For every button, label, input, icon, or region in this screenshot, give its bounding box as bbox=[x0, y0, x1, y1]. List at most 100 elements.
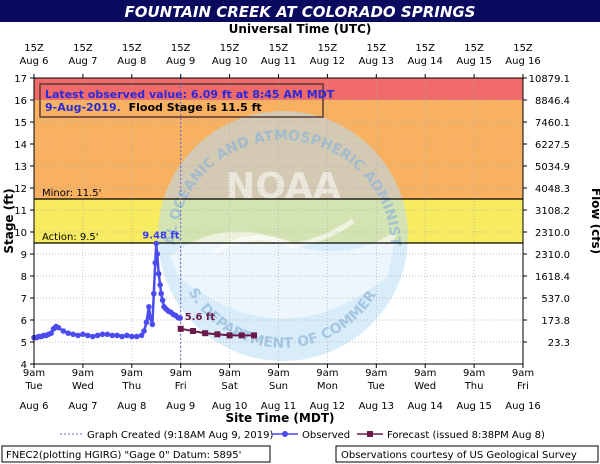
observed-point bbox=[60, 328, 67, 334]
top-tick-date: Aug 8 bbox=[117, 56, 146, 67]
bottom-tick-weekday: Tue bbox=[24, 381, 42, 392]
top-tick-date: Aug 11 bbox=[261, 56, 296, 67]
observed-point bbox=[109, 332, 116, 339]
top-tick-label: 15Z bbox=[318, 43, 338, 54]
y-tick-label-right: 10879.1 bbox=[529, 74, 570, 85]
bottom-tick-date: Aug 14 bbox=[407, 401, 442, 412]
top-tick-label: 15Z bbox=[171, 43, 191, 54]
y-tick-label-right: 2310.0 bbox=[535, 250, 570, 261]
footer-datum: FNEC2(plotting HGIRG) "Gage 0" Datum: 58… bbox=[6, 450, 241, 461]
y-tick-label-left: 5 bbox=[21, 338, 27, 349]
flood-stage-text: Flood Stage is 11.5 ft bbox=[129, 101, 262, 114]
top-tick-label: 15Z bbox=[73, 43, 93, 54]
legend: Graph Created (9:18AM Aug 9, 2019) Obser… bbox=[60, 430, 545, 441]
top-tick-date: Aug 13 bbox=[359, 56, 394, 67]
observed-point bbox=[84, 332, 91, 339]
footer-right-box bbox=[335, 445, 599, 463]
observed-point bbox=[119, 333, 125, 340]
bottom-tick-time: 9am bbox=[365, 368, 387, 379]
observed-point bbox=[158, 290, 164, 297]
y-tick-label-left: 9 bbox=[21, 250, 27, 261]
y-tick-label-right: 173.8 bbox=[541, 316, 570, 327]
noaa-logo-letters: NOAA bbox=[225, 166, 341, 207]
y-tick-label-right: 6227.5 bbox=[535, 140, 570, 151]
legend-forecast: Forecast (issued 8:38PM Aug 8) bbox=[387, 430, 545, 441]
bottom-tick-time: 9am bbox=[267, 368, 289, 379]
top-tick-date: Aug 10 bbox=[212, 56, 247, 67]
bottom-tick-time: 9am bbox=[316, 368, 338, 379]
forecast-point bbox=[214, 331, 221, 338]
bottom-tick-date: Aug 7 bbox=[68, 401, 97, 412]
observed-point bbox=[146, 304, 152, 310]
bottom-tick-weekday: Sat bbox=[221, 381, 237, 392]
legend-graph-created: Graph Created (9:18AM Aug 9, 2019) bbox=[87, 430, 273, 441]
legend-observed: Observed bbox=[302, 430, 350, 441]
observed-point bbox=[153, 240, 160, 247]
bottom-tick-weekday: Fri bbox=[175, 381, 187, 392]
y-tick-label-left: 11 bbox=[14, 206, 27, 217]
top-tick-label: 15Z bbox=[24, 43, 44, 54]
footer-left-box bbox=[1, 445, 271, 463]
observed-point bbox=[75, 332, 81, 339]
observed-point bbox=[157, 282, 163, 288]
threshold-label-1: Action: 9.5' bbox=[42, 232, 99, 243]
top-tick-label: 15Z bbox=[220, 43, 240, 54]
y-tick-label-right: 7460.1 bbox=[535, 118, 570, 129]
top-tick-date: Aug 12 bbox=[310, 56, 345, 67]
top-tick-label: 15Z bbox=[122, 43, 142, 54]
bottom-tick-time: 9am bbox=[463, 368, 485, 379]
bottom-tick-weekday: Wed bbox=[72, 381, 94, 392]
observed-point bbox=[155, 271, 162, 277]
y-tick-label-right: 5034.9 bbox=[535, 162, 570, 173]
forecast-point bbox=[189, 328, 196, 334]
noaa-logo-disc bbox=[158, 111, 408, 361]
bottom-tick-time: 9am bbox=[414, 368, 436, 379]
observed-point bbox=[141, 328, 147, 334]
observed-point bbox=[80, 331, 86, 338]
y-tick-label-right: 8846.4 bbox=[535, 96, 570, 107]
latest-observed-date: 9-Aug-2019. bbox=[45, 101, 121, 114]
y-axis-right-title: Flow (cfs) bbox=[589, 188, 600, 254]
footer-credit: Observations courtesy of US Geological S… bbox=[341, 450, 577, 461]
observed-point bbox=[55, 324, 62, 331]
observed-point bbox=[151, 290, 157, 297]
bottom-tick-date: Aug 6 bbox=[19, 401, 48, 412]
bottom-tick-weekday: Thu bbox=[121, 381, 141, 392]
bottom-tick-weekday: Sun bbox=[269, 381, 288, 392]
bottom-tick-date: Aug 12 bbox=[310, 401, 345, 412]
bottom-tick-weekday: Wed bbox=[414, 381, 436, 392]
top-tick-label: 15Z bbox=[464, 43, 484, 54]
observed-point bbox=[143, 319, 150, 326]
threshold-label-0: Minor: 11.5' bbox=[42, 188, 101, 199]
y-tick-label-right: 3108.2 bbox=[535, 206, 570, 217]
bottom-tick-date: Aug 10 bbox=[212, 401, 247, 412]
legend-forecast-marker bbox=[367, 431, 373, 437]
latest-observed-text: Latest observed value: 6.09 ft at 8:45 A… bbox=[45, 88, 335, 101]
bottom-tick-date: Aug 16 bbox=[505, 401, 540, 412]
bottom-tick-time: 9am bbox=[72, 368, 94, 379]
observed-point bbox=[133, 333, 140, 340]
observed-point bbox=[104, 331, 111, 338]
observed-point bbox=[65, 330, 72, 337]
svg-text:9-Aug-2019. Flood Stage: 9-Aug-2019. Flood Stage is 11.5 ft bbox=[45, 101, 262, 114]
y-tick-label-left: 14 bbox=[14, 140, 27, 151]
forecast-point bbox=[177, 325, 184, 332]
bottom-tick-time: 9am bbox=[512, 368, 534, 379]
observed-point bbox=[129, 333, 135, 340]
observed-point bbox=[48, 330, 54, 337]
observed-point bbox=[159, 297, 166, 304]
y-tick-label-left: 6 bbox=[21, 316, 27, 327]
bottom-tick-date: Aug 15 bbox=[456, 401, 491, 412]
y-tick-label-left: 4 bbox=[21, 360, 27, 371]
peak-label: 9.48 ft bbox=[142, 230, 180, 241]
y-axis-left-title: Stage (ft) bbox=[2, 188, 16, 253]
observed-point bbox=[147, 315, 154, 321]
observed-point bbox=[94, 332, 101, 339]
top-tick-date: Aug 15 bbox=[456, 56, 491, 67]
observed-point bbox=[138, 332, 145, 339]
title-bar bbox=[0, 0, 600, 22]
forecast-start-label: 5.6 ft bbox=[185, 312, 216, 323]
y-tick-label-right: 537.0 bbox=[541, 294, 570, 305]
bottom-axis-title: Site Time (MDT) bbox=[226, 411, 335, 425]
top-tick-date: Aug 16 bbox=[505, 56, 540, 67]
